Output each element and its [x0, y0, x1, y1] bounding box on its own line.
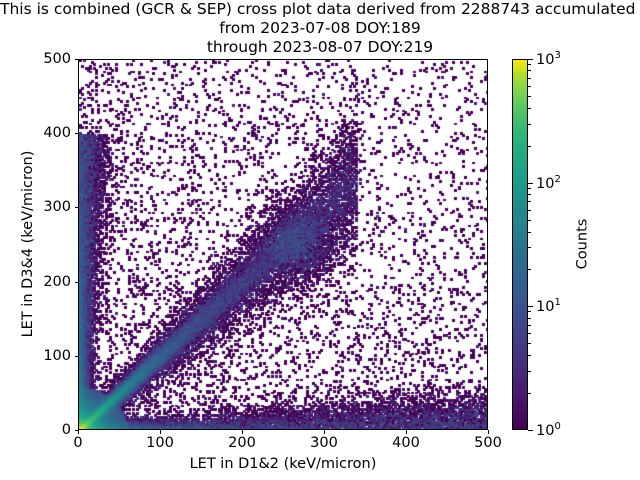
x-axis-label: LET in D1&2 (keV/micron) [189, 456, 377, 472]
colorbar-exponent-0: 0 [554, 421, 561, 432]
y-tick-400 [74, 133, 78, 135]
title-line-2: from 2023-07-08 DOY:189 [219, 19, 421, 37]
x-ticklabel-100: 100 [146, 435, 174, 451]
colorbar-minor-tick-900 [528, 64, 531, 65]
y-tick-500 [74, 59, 78, 60]
colorbar-minor-tick-6 [528, 333, 531, 335]
colorbar-minor-tick-800 [528, 70, 531, 72]
chart-title: This is combined (GCR & SEP) cross plot … [0, 0, 640, 57]
x-tick-500 [488, 430, 489, 434]
x-tick-0 [78, 430, 79, 434]
x-ticklabel-500: 500 [474, 435, 502, 451]
colorbar-ticklabel-1e3: 103 [536, 50, 561, 68]
colorbar-minor-tick-30 [528, 247, 531, 249]
colorbar-tick-1e2 [528, 182, 533, 184]
colorbar-exponent-2: 2 [554, 173, 561, 185]
scatter-density-canvas [79, 60, 487, 429]
colorbar-minor-tick-9 [528, 311, 531, 313]
y-tick-300 [74, 207, 78, 209]
colorbar [512, 59, 528, 430]
colorbar-minor-tick-7 [528, 324, 531, 326]
x-tick-300 [324, 430, 325, 434]
colorbar-minor-tick-2 [528, 392, 531, 394]
y-ticklabel-500: 500 [43, 51, 71, 67]
y-tick-100 [74, 355, 78, 357]
colorbar-minor-tick-600 [528, 86, 531, 87]
colorbar-minor-tick-400 [528, 108, 531, 109]
colorbar-ticklabel-1e0: 100 [536, 421, 561, 439]
colorbar-minor-tick-70 [528, 201, 531, 203]
colorbar-minor-tick-300 [528, 123, 531, 125]
colorbar-minor-tick-700 [528, 77, 531, 79]
y-axis-label: LET in D3&4 (keV/micron) [20, 150, 36, 338]
colorbar-tick-1e3 [528, 59, 533, 60]
colorbar-minor-tick-8 [528, 317, 531, 319]
y-tick-0 [74, 430, 78, 431]
y-ticklabel-300: 300 [43, 199, 71, 216]
x-tick-100 [160, 430, 161, 434]
colorbar-tick-1e1 [528, 306, 533, 308]
colorbar-minor-tick-500 [528, 95, 531, 97]
colorbar-label: Counts [574, 218, 591, 270]
colorbar-minor-tick-80 [528, 194, 531, 196]
x-ticklabel-0: 0 [73, 435, 83, 451]
x-tick-400 [406, 430, 407, 434]
title-line-1: This is combined (GCR & SEP) cross plot … [0, 0, 640, 18]
colorbar-exponent-3: 3 [554, 50, 561, 61]
y-ticklabel-0: 0 [61, 422, 71, 438]
colorbar-minor-tick-200 [528, 145, 531, 147]
colorbar-minor-tick-20 [528, 269, 531, 271]
colorbar-ticklabel-1e2: 102 [536, 173, 561, 192]
colorbar-tick-1e0 [528, 430, 533, 431]
colorbar-minor-tick-90 [528, 187, 531, 189]
y-tick-200 [74, 281, 78, 283]
colorbar-minor-tick-3 [528, 370, 531, 372]
colorbar-ticklabel-1e1: 101 [536, 297, 561, 316]
y-ticklabel-200: 200 [43, 273, 71, 290]
colorbar-minor-tick-50 [528, 219, 531, 221]
colorbar-minor-tick-4 [528, 355, 531, 357]
x-ticklabel-400: 400 [392, 435, 420, 451]
plot-area [78, 59, 488, 430]
colorbar-exponent-1: 1 [554, 297, 561, 309]
x-tick-200 [242, 430, 243, 434]
y-ticklabel-400: 400 [43, 125, 71, 142]
colorbar-minor-tick-40 [528, 231, 531, 233]
x-ticklabel-300: 300 [310, 435, 338, 451]
x-ticklabel-200: 200 [228, 435, 256, 451]
colorbar-minor-tick-60 [528, 209, 531, 211]
colorbar-minor-tick-5 [528, 343, 531, 345]
y-ticklabel-100: 100 [43, 347, 71, 364]
